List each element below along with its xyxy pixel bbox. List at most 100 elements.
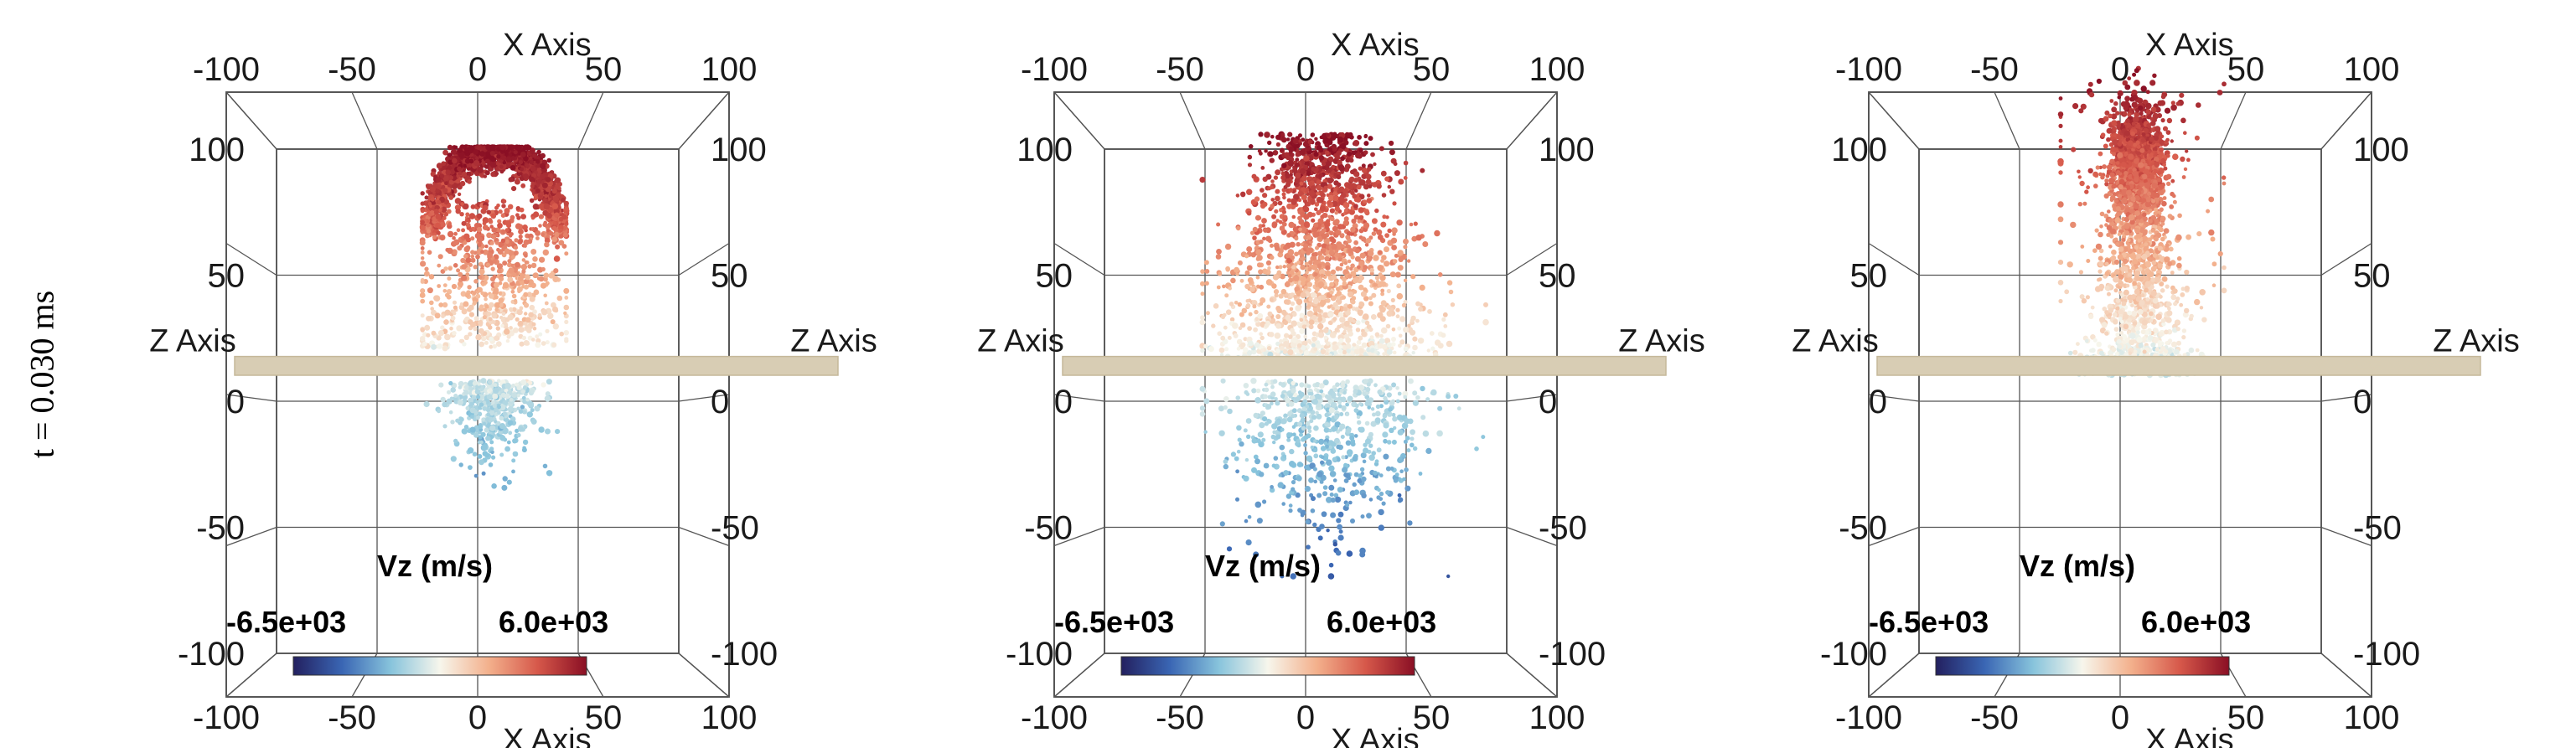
particle — [424, 324, 431, 331]
particle — [489, 410, 495, 416]
particle — [476, 395, 481, 400]
particle — [535, 338, 541, 343]
particle — [1392, 416, 1398, 422]
particle — [1314, 202, 1320, 207]
x-tick-bottom-label: -100 — [1021, 699, 1088, 736]
particle — [517, 239, 523, 245]
particle — [1362, 168, 1368, 173]
particle — [435, 222, 441, 229]
particle — [1368, 498, 1373, 502]
particle — [1255, 388, 1261, 394]
particle — [499, 164, 504, 169]
particle — [1379, 304, 1384, 310]
y-tick-left-label: 0 — [226, 384, 245, 420]
particle — [510, 165, 516, 171]
particle — [1384, 246, 1389, 253]
particle — [1299, 413, 1305, 419]
particle — [486, 423, 491, 428]
particle — [511, 458, 516, 463]
y-tick-right-label: 100 — [711, 132, 767, 168]
particle — [476, 236, 484, 243]
particle — [1412, 400, 1419, 406]
particle — [1270, 384, 1275, 389]
particle — [478, 268, 485, 275]
particle — [1245, 299, 1250, 303]
particle — [1303, 334, 1307, 339]
particle — [1223, 405, 1228, 410]
particle — [1333, 493, 1339, 498]
particle — [1308, 324, 1314, 330]
particle — [491, 234, 497, 240]
particle — [448, 195, 454, 200]
particle — [1344, 455, 1348, 460]
particle — [499, 169, 504, 174]
particle — [1326, 529, 1330, 533]
particle — [551, 203, 559, 209]
particle — [1312, 467, 1317, 472]
particle — [509, 326, 513, 330]
grid-guide-right — [1506, 394, 1558, 402]
particle — [545, 177, 551, 183]
particle — [1285, 178, 1291, 184]
particle — [1349, 350, 1355, 355]
particle — [470, 236, 475, 241]
particle — [1269, 157, 1275, 163]
particle — [450, 456, 457, 462]
particle — [1223, 396, 1229, 402]
particle — [1371, 231, 1377, 236]
x-tick-top-label: -100 — [193, 51, 260, 88]
particle — [465, 405, 470, 410]
particle — [1299, 382, 1305, 388]
particle — [1306, 425, 1312, 431]
particle — [458, 380, 464, 387]
particle — [443, 199, 449, 205]
particle — [1350, 255, 1355, 260]
particle — [544, 301, 549, 306]
particle — [563, 200, 569, 207]
particle — [511, 392, 517, 399]
particle — [1337, 511, 1344, 518]
particle — [1235, 497, 1239, 502]
particle — [524, 284, 529, 290]
particle — [1399, 316, 1406, 322]
particle — [516, 144, 523, 151]
particle — [1254, 458, 1260, 465]
particle — [1244, 518, 1249, 524]
particle — [495, 326, 500, 331]
particle — [1373, 227, 1379, 232]
particle — [1352, 343, 1357, 347]
particle — [519, 160, 523, 165]
grid-guide-left — [1053, 653, 1105, 698]
particle — [1227, 408, 1233, 415]
particle — [513, 250, 519, 255]
particle — [478, 459, 484, 466]
particle — [1263, 228, 1268, 233]
particle — [463, 334, 469, 340]
particle — [1296, 321, 1301, 327]
particle — [501, 204, 506, 209]
particle — [489, 151, 495, 156]
particle — [1327, 573, 1335, 580]
particle — [1324, 403, 1331, 410]
particle — [1358, 215, 1363, 220]
particle — [480, 291, 485, 296]
particle — [1273, 175, 1279, 180]
particle — [1345, 379, 1350, 384]
particle — [1453, 394, 1459, 399]
particle — [1351, 296, 1357, 301]
particle — [1287, 274, 1292, 278]
particle — [498, 209, 503, 214]
particle — [477, 286, 483, 293]
particle — [1316, 471, 1323, 477]
particle — [554, 212, 560, 219]
particle — [1434, 230, 1441, 237]
particle — [1332, 195, 1339, 202]
particle — [441, 182, 445, 186]
particle — [1332, 457, 1337, 462]
particle — [529, 176, 535, 183]
particle — [1288, 503, 1293, 508]
particle — [488, 302, 494, 308]
particle — [1265, 260, 1272, 266]
particle — [1373, 255, 1379, 261]
particle — [1216, 285, 1221, 290]
